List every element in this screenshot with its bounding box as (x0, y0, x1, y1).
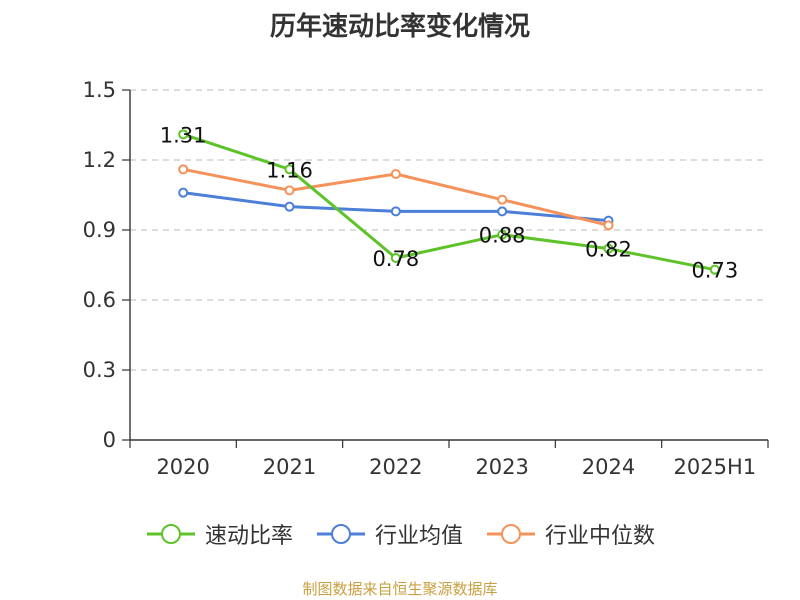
data-point (178, 164, 189, 175)
x-tick-label: 2022 (369, 455, 422, 479)
legend-label-industry-mean: 行业均值 (374, 524, 463, 549)
data-point (709, 264, 720, 275)
data-label: 0.73 (691, 259, 738, 283)
data-point (178, 129, 189, 140)
source-note: 制图数据来自恒生聚源数据库 (302, 580, 498, 598)
y-tick-label: 0.6 (83, 288, 116, 312)
data-point (603, 243, 614, 254)
x-tick-label: 2020 (156, 455, 209, 479)
legend-swatch-industry-mean (316, 524, 365, 544)
data-label: 0.82 (585, 238, 632, 262)
axes: 0 0.3 0.6 0.9 1.2 1.5 2020 2021 2022 2023 2024 2025… (83, 78, 769, 479)
x-tick-label: 2021 (263, 455, 316, 479)
y-tick-label: 0 (103, 428, 116, 452)
grid-lines (130, 89, 768, 371)
series-lines (178, 129, 720, 275)
data-label: 0.78 (372, 247, 419, 271)
legend-label-industry-median: 行业中位数 (545, 524, 656, 549)
chart-title: 历年速动比率变化情况 (269, 12, 530, 42)
series-line (182, 132, 716, 272)
data-labels: 1.31 1.16 0.78 0.88 0.82 0.73 (160, 123, 738, 282)
legend-item-quick-ratio[interactable]: 速动比率 (145, 518, 293, 550)
data-point (497, 229, 508, 240)
x-tick-label: 2023 (475, 455, 528, 479)
data-point (497, 194, 508, 205)
y-tick-label: 1.2 (83, 148, 116, 172)
x-tick-label: 2025H1 (674, 455, 757, 479)
legend-swatch-industry-median (487, 524, 535, 544)
data-point (178, 187, 189, 198)
data-point (284, 164, 295, 175)
data-point (497, 206, 508, 217)
data-label: 1.16 (266, 158, 313, 182)
legend: 速动比率 行业均值 行业中位数 (0, 518, 800, 550)
data-point (284, 201, 295, 212)
data-point (390, 169, 401, 179)
legend-label-quick-ratio: 速动比率 (204, 524, 293, 549)
y-tick-label: 0.9 (83, 218, 116, 242)
legend-item-industry-mean[interactable]: 行业均值 (315, 518, 463, 550)
data-point (390, 206, 401, 217)
data-point (284, 185, 295, 196)
x-tick-label: 2024 (582, 455, 635, 479)
y-tick-label: 0.3 (83, 358, 116, 382)
data-label: 0.88 (479, 224, 526, 248)
legend-swatch-quick-ratio (146, 524, 195, 544)
data-label: 1.31 (160, 123, 207, 147)
legend-item-industry-median[interactable]: 行业中位数 (485, 518, 655, 550)
data-point (390, 253, 401, 263)
y-tick-label: 1.5 (83, 78, 116, 102)
data-point (603, 220, 614, 231)
